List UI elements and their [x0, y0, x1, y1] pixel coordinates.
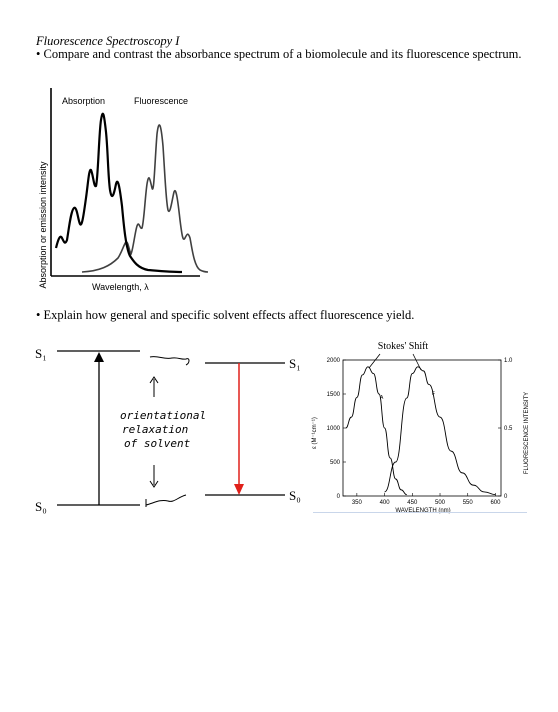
- handwritten-up-arrow: [149, 376, 159, 397]
- y-left-tick-label: 1500: [327, 392, 341, 398]
- divider-line: [313, 512, 527, 513]
- x-tick-label: 500: [435, 500, 446, 506]
- legend-fluorescence: Fluorescence: [134, 96, 188, 106]
- handwritten-note-1: orientational: [120, 409, 206, 422]
- x-tick-label: 550: [463, 500, 474, 506]
- s0-left-label: S₀: [35, 499, 47, 514]
- s1-right-label: S₁: [289, 356, 301, 371]
- x-tick-label: 450: [407, 500, 418, 506]
- y-left-tick-label: 2000: [327, 358, 341, 364]
- chart-title: Stokes' Shift: [378, 341, 429, 352]
- emission-arrowhead: [234, 484, 244, 495]
- x-tick-label: 350: [352, 500, 363, 506]
- jablonski-diagram: S₁ S₀ orientational relaxation of solven…: [35, 346, 301, 514]
- s1-left-label: S₁: [35, 346, 47, 361]
- question-solvent-effects: • Explain how general and specific solve…: [36, 308, 415, 322]
- handwritten-note-2: relaxation: [122, 423, 188, 436]
- series-label-f: F: [432, 391, 435, 397]
- legend-absorption: Absorption: [62, 96, 105, 106]
- relaxation-squiggle-bottom: [145, 494, 187, 507]
- stokes-pointer-a: [368, 353, 381, 369]
- chart-ylabel-right: FLUORESCENCE INTENSITY: [524, 392, 530, 474]
- absorption-arrowhead: [94, 352, 104, 362]
- series-line-a: [345, 366, 407, 496]
- page-title: Fluorescence Spectroscopy I: [36, 34, 180, 48]
- s0-right-label: S₀: [289, 488, 301, 503]
- y-left-tick-label: 1000: [327, 426, 341, 432]
- chart-xlabel: WAVELENGTH (nm): [395, 508, 450, 514]
- y-left-tick-label: 0: [337, 494, 341, 500]
- figure1-ylabel: Absorption or emission intensity: [38, 161, 48, 289]
- series-label-a: A: [380, 395, 384, 401]
- absorption-curve: [54, 112, 183, 274]
- y-right-tick-label: 0: [504, 494, 508, 500]
- x-tick-label: 400: [380, 500, 391, 506]
- handwritten-note-3: of solvent: [124, 437, 191, 450]
- x-tick-label: 600: [490, 500, 501, 506]
- absorption-fluorescence-figure: Absorption or emission intensity Absorpt…: [38, 88, 209, 292]
- chart-plot-frame: [342, 359, 502, 497]
- relaxation-squiggle-top: [149, 356, 190, 366]
- y-right-tick-label: 1.0: [504, 358, 513, 364]
- fluorescence-curve: [81, 124, 209, 273]
- y-right-tick-label: 0.5: [504, 426, 513, 432]
- figure1-xlabel: Wavelength, λ: [92, 282, 149, 292]
- chart-ylabel-left: ε (M⁻¹cm⁻¹): [312, 417, 318, 449]
- stokes-shift-chart: Stokes' Shift ε (M⁻¹cm⁻¹) FLUORESCENCE I…: [312, 341, 530, 514]
- handwritten-down-arrow: [149, 465, 159, 488]
- series-line-f: [384, 366, 496, 496]
- y-left-tick-label: 500: [330, 460, 341, 466]
- question-absorbance-fluorescence: • Compare and contrast the absorbance sp…: [36, 47, 522, 61]
